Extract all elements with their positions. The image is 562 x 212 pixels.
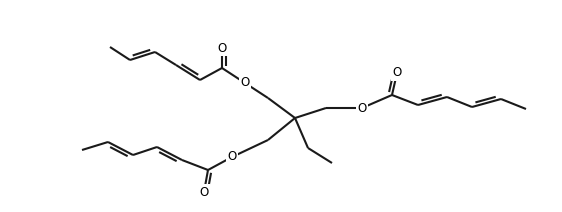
Text: O: O [241, 77, 250, 89]
Text: O: O [392, 67, 402, 80]
Text: O: O [217, 42, 226, 54]
Text: O: O [228, 151, 237, 163]
Text: O: O [200, 186, 209, 198]
Text: O: O [357, 102, 366, 114]
